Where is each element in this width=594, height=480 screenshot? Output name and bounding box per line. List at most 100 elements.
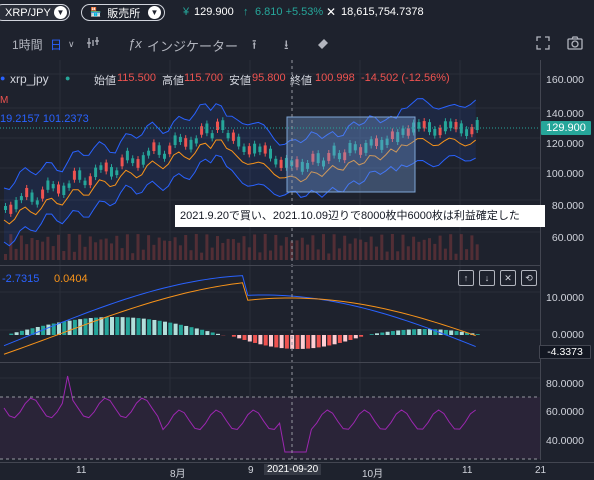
macd-value-1: -2.7315: [2, 273, 39, 285]
candle: [15, 200, 18, 209]
macd-current-label: -4.3373: [539, 345, 591, 359]
macd-histogram-bar: [110, 317, 114, 335]
axis-border: [540, 60, 541, 460]
pane-separator[interactable]: [0, 362, 540, 363]
close-pane-button[interactable]: ✕: [500, 270, 516, 286]
macd-histogram-bar: [243, 335, 247, 340]
candle: [115, 170, 118, 175]
pair-label: XRP/JPY: [5, 7, 51, 19]
rsi-tick: 60.0000: [546, 406, 584, 418]
legend-high-label: 高値: [162, 72, 184, 88]
volume-bar: [190, 250, 193, 260]
macd-histogram-bar: [195, 328, 199, 335]
candle: [243, 147, 246, 152]
candle: [31, 193, 34, 202]
candle: [232, 133, 235, 141]
move-down-button[interactable]: ↓: [479, 270, 495, 286]
header-price: 129.900: [194, 6, 234, 18]
volume-bar: [211, 248, 214, 260]
candle: [216, 122, 219, 130]
volume-bar: [216, 236, 219, 260]
current-price-label: 129.900: [541, 121, 591, 135]
volume-bar: [232, 239, 235, 260]
price-tick: 80.000: [552, 200, 584, 212]
candle: [94, 168, 97, 177]
candle: [126, 151, 129, 161]
macd-histogram-bar: [417, 329, 421, 335]
time-axis[interactable]: 11 8月 9 2021-09-20 10月 11 21: [0, 462, 594, 478]
interval-button[interactable]: 1時間: [12, 36, 43, 53]
chart-canvas[interactable]: [0, 60, 594, 477]
volume-bar: [296, 240, 299, 260]
fullscreen-icon[interactable]: [536, 36, 550, 53]
maximize-pane-button[interactable]: ⟲: [521, 270, 537, 286]
up-arrow-icon: ↑: [243, 6, 249, 18]
volume-bar: [380, 235, 383, 260]
candle: [248, 146, 251, 154]
upload-icon[interactable]: ⭱: [252, 36, 257, 58]
price-tick: 60.000: [552, 232, 584, 244]
macd-histogram-bar: [407, 330, 411, 335]
eraser-icon[interactable]: [316, 36, 330, 53]
macd-histogram-bar: [274, 335, 278, 347]
download-icon[interactable]: ⭳: [284, 36, 289, 58]
candle: [274, 159, 277, 165]
macd-histogram-bar: [126, 317, 130, 335]
volume-bar: [386, 252, 389, 260]
volume-bar: [52, 246, 55, 260]
macd-histogram-bar: [311, 335, 315, 348]
volume-bar: [455, 254, 458, 260]
move-up-button[interactable]: ↑: [458, 270, 474, 286]
macd-histogram-bar: [84, 319, 88, 335]
chart-type-button[interactable]: 日: [50, 36, 62, 53]
camera-icon[interactable]: [567, 36, 583, 53]
store-icon: 🏪: [90, 7, 101, 18]
macd-histogram-bar: [269, 335, 273, 347]
indicators-button[interactable]: インジケーター: [147, 36, 238, 55]
macd-histogram-bar: [258, 335, 262, 344]
candle: [89, 176, 92, 185]
candle: [428, 122, 431, 132]
volume-bar: [115, 236, 118, 260]
candle: [168, 146, 171, 155]
exchange-selector[interactable]: 🏪 販売所 ▼: [81, 4, 165, 21]
volume-bar: [25, 244, 28, 260]
macd-histogram-bar: [190, 327, 194, 335]
time-tick: 9: [248, 465, 254, 476]
macd-histogram-bar: [449, 330, 453, 335]
volume-bar: [364, 242, 367, 260]
candle: [73, 171, 76, 180]
macd-histogram-bar: [184, 326, 188, 335]
annotation-note[interactable]: 2021.9.20で買い、2021.10.09辺りで8000枚中6000枚は利益…: [175, 205, 545, 227]
macd-histogram-bar: [455, 331, 459, 335]
time-tick: 8月: [170, 465, 186, 480]
macd-histogram-bar: [25, 330, 29, 335]
volume-bar: [73, 252, 76, 260]
volume-bar: [147, 235, 150, 260]
time-tick: 11: [76, 465, 86, 476]
candle: [142, 155, 145, 165]
volume-bar: [237, 243, 240, 260]
macd-histogram-bar: [380, 333, 384, 335]
macd-histogram-bar: [396, 330, 400, 335]
crosshair-time-label: 2021-09-20: [264, 464, 321, 475]
chevron-down-icon[interactable]: ∨: [68, 39, 75, 50]
volume-bar: [31, 238, 34, 260]
volume-bar: [195, 234, 198, 260]
volume-bar: [99, 239, 102, 260]
legend-close: 100.998: [315, 72, 355, 84]
legend-open: 115.500: [117, 72, 156, 84]
indicators-icon[interactable]: ƒx: [128, 36, 142, 51]
volume-bar: [290, 241, 293, 260]
macd-histogram-bar: [460, 332, 464, 335]
compare-icon[interactable]: [86, 36, 100, 53]
candle: [449, 121, 452, 128]
pane-separator[interactable]: [0, 265, 540, 266]
volume-bar: [253, 234, 256, 260]
pair-selector[interactable]: XRP/JPY ▼: [0, 4, 70, 21]
candle: [184, 138, 187, 147]
candle: [99, 165, 102, 170]
volume-bar: [152, 245, 155, 260]
volume-bar: [301, 238, 304, 260]
time-tick: 11: [462, 465, 472, 476]
